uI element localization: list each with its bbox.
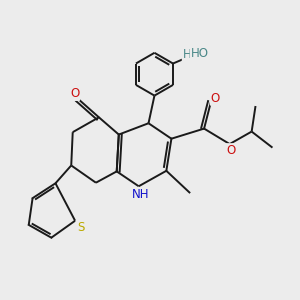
Text: HO: HO bbox=[191, 47, 209, 60]
Text: O: O bbox=[226, 144, 236, 157]
Text: O: O bbox=[70, 87, 79, 100]
Text: S: S bbox=[77, 221, 84, 234]
Text: NH: NH bbox=[131, 188, 149, 201]
Text: O: O bbox=[211, 92, 220, 105]
Text: HO: HO bbox=[183, 48, 201, 61]
